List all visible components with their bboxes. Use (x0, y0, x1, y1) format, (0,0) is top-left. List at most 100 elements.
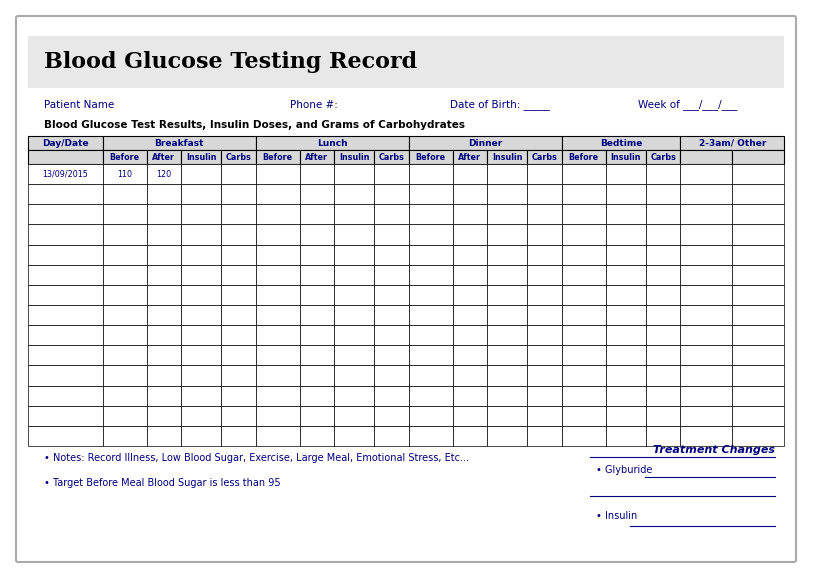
Bar (606, 184, 646, 204)
Text: Bedtime: Bedtime (600, 139, 642, 147)
Bar (102, 365, 146, 386)
Bar (562, 136, 680, 150)
Bar (487, 325, 528, 345)
Bar (299, 164, 334, 184)
Text: After: After (459, 153, 481, 161)
Bar (733, 285, 784, 305)
Bar (562, 305, 606, 325)
Bar (606, 244, 646, 265)
Bar (409, 184, 453, 204)
Bar (562, 285, 606, 305)
Bar (453, 265, 487, 285)
Bar (334, 224, 374, 244)
Bar (102, 325, 146, 345)
Bar (334, 285, 374, 305)
Text: After: After (152, 153, 176, 161)
Bar (181, 325, 221, 345)
Bar (299, 426, 334, 446)
Bar (28, 325, 102, 345)
Bar (409, 365, 453, 386)
Bar (562, 426, 606, 446)
Bar (606, 164, 646, 184)
Bar (28, 265, 102, 285)
Text: Lunch: Lunch (317, 139, 348, 147)
Bar (528, 224, 562, 244)
Bar (334, 150, 374, 164)
Bar (374, 345, 409, 365)
Bar (453, 224, 487, 244)
Bar (453, 285, 487, 305)
Bar (256, 305, 299, 325)
Bar (256, 365, 299, 386)
Bar (146, 224, 181, 244)
Bar (409, 386, 453, 406)
Bar (374, 184, 409, 204)
Bar (680, 406, 733, 426)
Bar (562, 265, 606, 285)
Bar (733, 224, 784, 244)
Bar (221, 150, 256, 164)
Bar (374, 365, 409, 386)
Bar (299, 184, 334, 204)
Bar (733, 345, 784, 365)
Bar (487, 345, 528, 365)
Text: Insulin: Insulin (611, 153, 641, 161)
Bar (28, 150, 102, 164)
Bar (680, 265, 733, 285)
Bar (374, 386, 409, 406)
Bar (562, 406, 606, 426)
Bar (680, 386, 733, 406)
Bar (680, 164, 733, 184)
Bar (102, 345, 146, 365)
Bar (680, 224, 733, 244)
Bar (487, 204, 528, 224)
Bar (487, 150, 528, 164)
Bar (28, 305, 102, 325)
Bar (374, 204, 409, 224)
Bar (374, 305, 409, 325)
Bar (181, 224, 221, 244)
Bar (334, 426, 374, 446)
Bar (28, 36, 784, 88)
Bar (680, 204, 733, 224)
Bar (646, 184, 680, 204)
Bar (181, 184, 221, 204)
Bar (181, 305, 221, 325)
Bar (409, 345, 453, 365)
Bar (28, 365, 102, 386)
Text: Phone #:: Phone #: (290, 100, 338, 110)
Bar (453, 164, 487, 184)
Bar (181, 406, 221, 426)
Bar (374, 164, 409, 184)
Bar (334, 305, 374, 325)
Bar (453, 426, 487, 446)
Bar (528, 345, 562, 365)
Bar (28, 406, 102, 426)
Bar (102, 136, 256, 150)
Text: 2-3am/ Other: 2-3am/ Other (698, 139, 766, 147)
Bar (146, 184, 181, 204)
Bar (528, 265, 562, 285)
Bar (606, 406, 646, 426)
Bar (606, 325, 646, 345)
Bar (606, 265, 646, 285)
Bar (733, 386, 784, 406)
Bar (606, 285, 646, 305)
Bar (487, 164, 528, 184)
Bar (374, 150, 409, 164)
Bar (487, 426, 528, 446)
Bar (299, 150, 334, 164)
Bar (102, 150, 146, 164)
Bar (409, 150, 453, 164)
Bar (680, 285, 733, 305)
Text: Before: Before (263, 153, 293, 161)
Bar (409, 325, 453, 345)
Bar (453, 386, 487, 406)
Bar (299, 386, 334, 406)
Bar (733, 305, 784, 325)
Bar (562, 365, 606, 386)
Bar (256, 136, 409, 150)
Bar (562, 325, 606, 345)
Bar (409, 406, 453, 426)
Bar (528, 285, 562, 305)
